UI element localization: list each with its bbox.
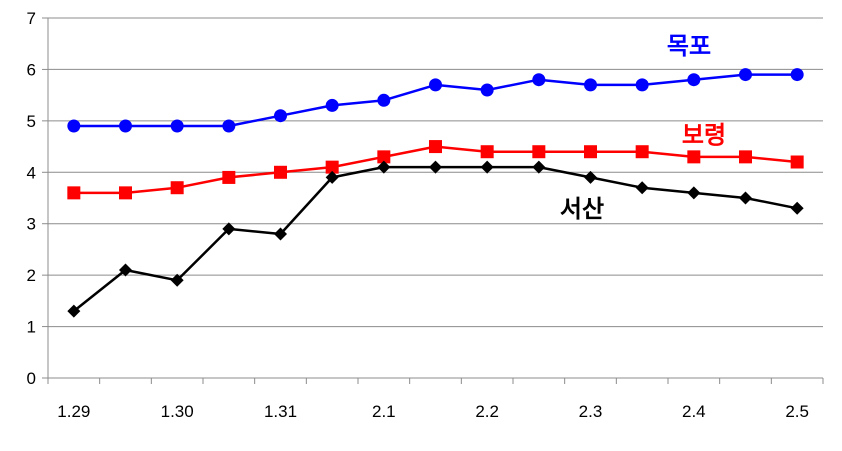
x-tick-labels: 1.29 1.30 1.31 2.1 2.2 2.3 2.4 2.5 [57,402,809,421]
series-label: 목포 [667,32,711,60]
data-point [170,273,184,287]
axes [42,17,824,384]
data-point [222,119,236,133]
series-label: 보령 [682,121,726,149]
data-point [170,119,184,133]
x-tick-label: 1.29 [57,402,90,421]
x-tick-label: 1.31 [264,402,297,421]
data-point [739,191,752,205]
data-point [119,119,132,133]
y-tick-label: 0 [27,369,36,388]
y-tick-label: 3 [27,215,36,234]
y-tick-label: 4 [27,163,36,182]
data-point [325,98,339,112]
x-tick-label: 2.2 [475,402,499,421]
y-tick-label: 6 [27,60,36,79]
data-point [222,222,236,236]
data-point [119,263,132,277]
y-tick-labels: 0 1 2 3 4 5 6 7 [27,9,36,388]
y-tick-label: 5 [27,112,36,131]
y-tick-label: 1 [27,318,36,337]
data-point [429,140,442,154]
data-point [67,186,81,200]
series-square [67,140,804,200]
data-point [739,150,752,164]
data-point [739,68,752,82]
data-point [480,145,494,159]
data-point [480,160,494,174]
series-label: 서산 [560,195,604,223]
x-tick-label: 1.30 [161,402,194,421]
data-point [532,160,546,174]
data-point [532,145,546,159]
data-point [790,201,804,215]
data-point [584,78,597,92]
data-point [480,83,494,97]
y-tick-label: 2 [27,266,36,285]
data-point [429,78,442,92]
data-point [67,119,81,133]
x-tick-label: 2.5 [785,402,809,421]
data-point [687,150,701,164]
data-point [429,160,442,174]
data-point [170,181,184,195]
data-point [222,170,236,184]
y-tick-label: 7 [27,9,36,28]
series-circle [67,68,804,133]
x-tick-label: 2.3 [579,402,603,421]
data-point [687,73,701,87]
data-point [119,186,132,200]
data-point [377,150,391,164]
data-point [635,145,649,159]
data-point [635,181,649,195]
data-point [584,145,597,159]
data-point [584,170,597,184]
data-point [325,160,339,174]
data-point [67,304,81,318]
data-point [687,186,701,200]
data-point [325,170,339,184]
series-group [67,68,804,318]
data-point [790,68,804,82]
x-tick-label: 2.1 [372,402,396,421]
data-point [377,93,391,107]
data-point [274,165,287,179]
data-point [532,73,546,87]
data-point [635,78,649,92]
data-point [274,109,287,123]
x-tick-label: 2.4 [682,402,706,421]
series-diamond [67,160,804,318]
data-point [377,160,391,174]
data-point [274,227,287,241]
data-point [790,155,804,169]
